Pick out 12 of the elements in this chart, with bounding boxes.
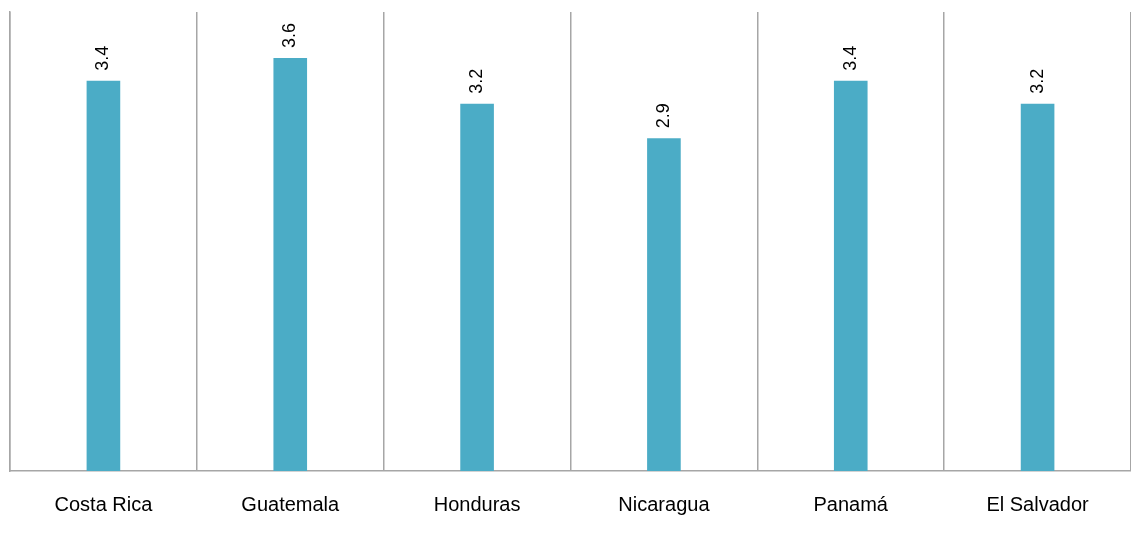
data-label: 3.6: [279, 22, 300, 48]
x-tick-label: Panamá: [813, 492, 889, 515]
data-label: 2.9: [652, 103, 673, 129]
x-tick-label: Costa Rica: [54, 492, 154, 515]
x-tick-label: Nicaragua: [618, 492, 711, 515]
x-tick-label: Guatemala: [241, 492, 341, 515]
x-tick-label: Honduras: [433, 492, 521, 515]
data-label: 3.4: [92, 45, 113, 71]
x-tick-label: El Salvador: [986, 492, 1090, 515]
data-label: 3.2: [466, 68, 487, 94]
data-label: 3.2: [1026, 68, 1047, 94]
data-label: 3.4: [839, 45, 860, 71]
